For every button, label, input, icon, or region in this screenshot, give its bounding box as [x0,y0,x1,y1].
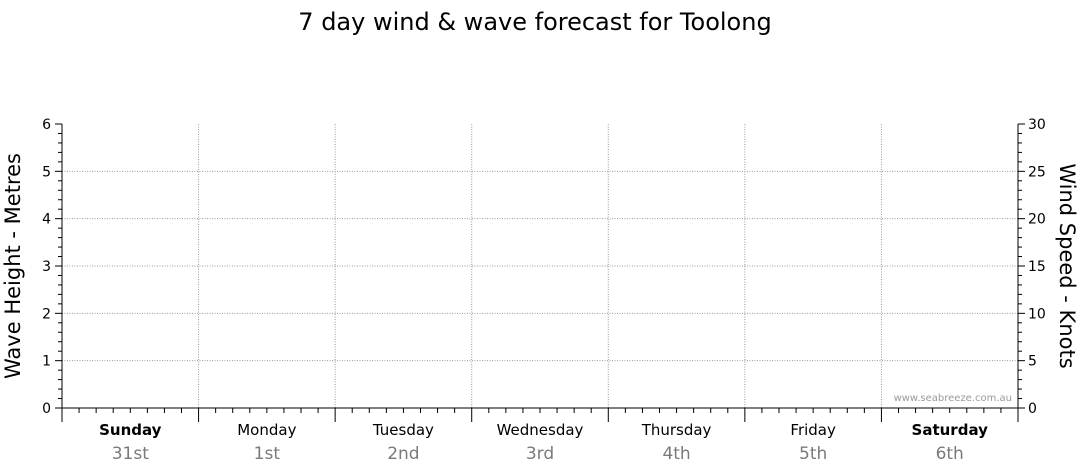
right-tick-label: 10 [1028,306,1046,322]
right-tick-label: 5 [1028,354,1037,370]
right-tick-label: 20 [1028,212,1046,228]
right-axis-title: Wind Speed - Knots [1055,163,1079,368]
day-name-label: Sunday [99,421,162,439]
grid-lines [62,124,1018,408]
day-name-label: Saturday [912,421,989,439]
day-date-label: 6th [936,444,964,464]
day-labels: Sunday 31st Monday 1st Tuesday 2nd Wednesday 3r… [99,421,988,464]
right-tick-label: 30 [1028,117,1046,133]
left-tick-label: 3 [42,259,51,275]
left-tick-label: 5 [42,164,51,180]
day-name-label: Friday [790,421,836,439]
day-date-label: 31st [112,444,149,464]
right-tick-label: 15 [1028,259,1046,275]
day-name-label: Monday [237,421,296,439]
left-axis-ticks: 0 1 2 3 4 5 6 [42,117,62,417]
left-tick-label: 0 [42,401,51,417]
day-date-label: 3rd [526,444,554,464]
day-name-label: Tuesday [372,421,434,439]
left-tick-label: 2 [42,306,51,322]
left-tick-label: 4 [42,212,51,228]
left-tick-label: 6 [42,117,51,133]
day-date-label: 2nd [387,444,419,464]
day-name-label: Thursday [641,421,712,439]
chart-title: 7 day wind & wave forecast for Toolong [298,8,771,36]
day-date-label: 4th [662,444,690,464]
right-tick-label: 25 [1028,164,1046,180]
axes [61,124,1019,422]
left-tick-label: 1 [42,354,51,370]
right-axis-ticks: 0 5 10 15 20 25 30 [1018,117,1046,417]
left-axis-title: Wave Height - Metres [1,153,25,379]
watermark: www.seabreeze.com.au [894,393,1012,404]
day-date-label: 5th [799,444,827,464]
right-tick-label: 0 [1028,401,1037,417]
day-date-label: 1st [254,444,281,464]
day-name-label: Wednesday [497,421,584,439]
